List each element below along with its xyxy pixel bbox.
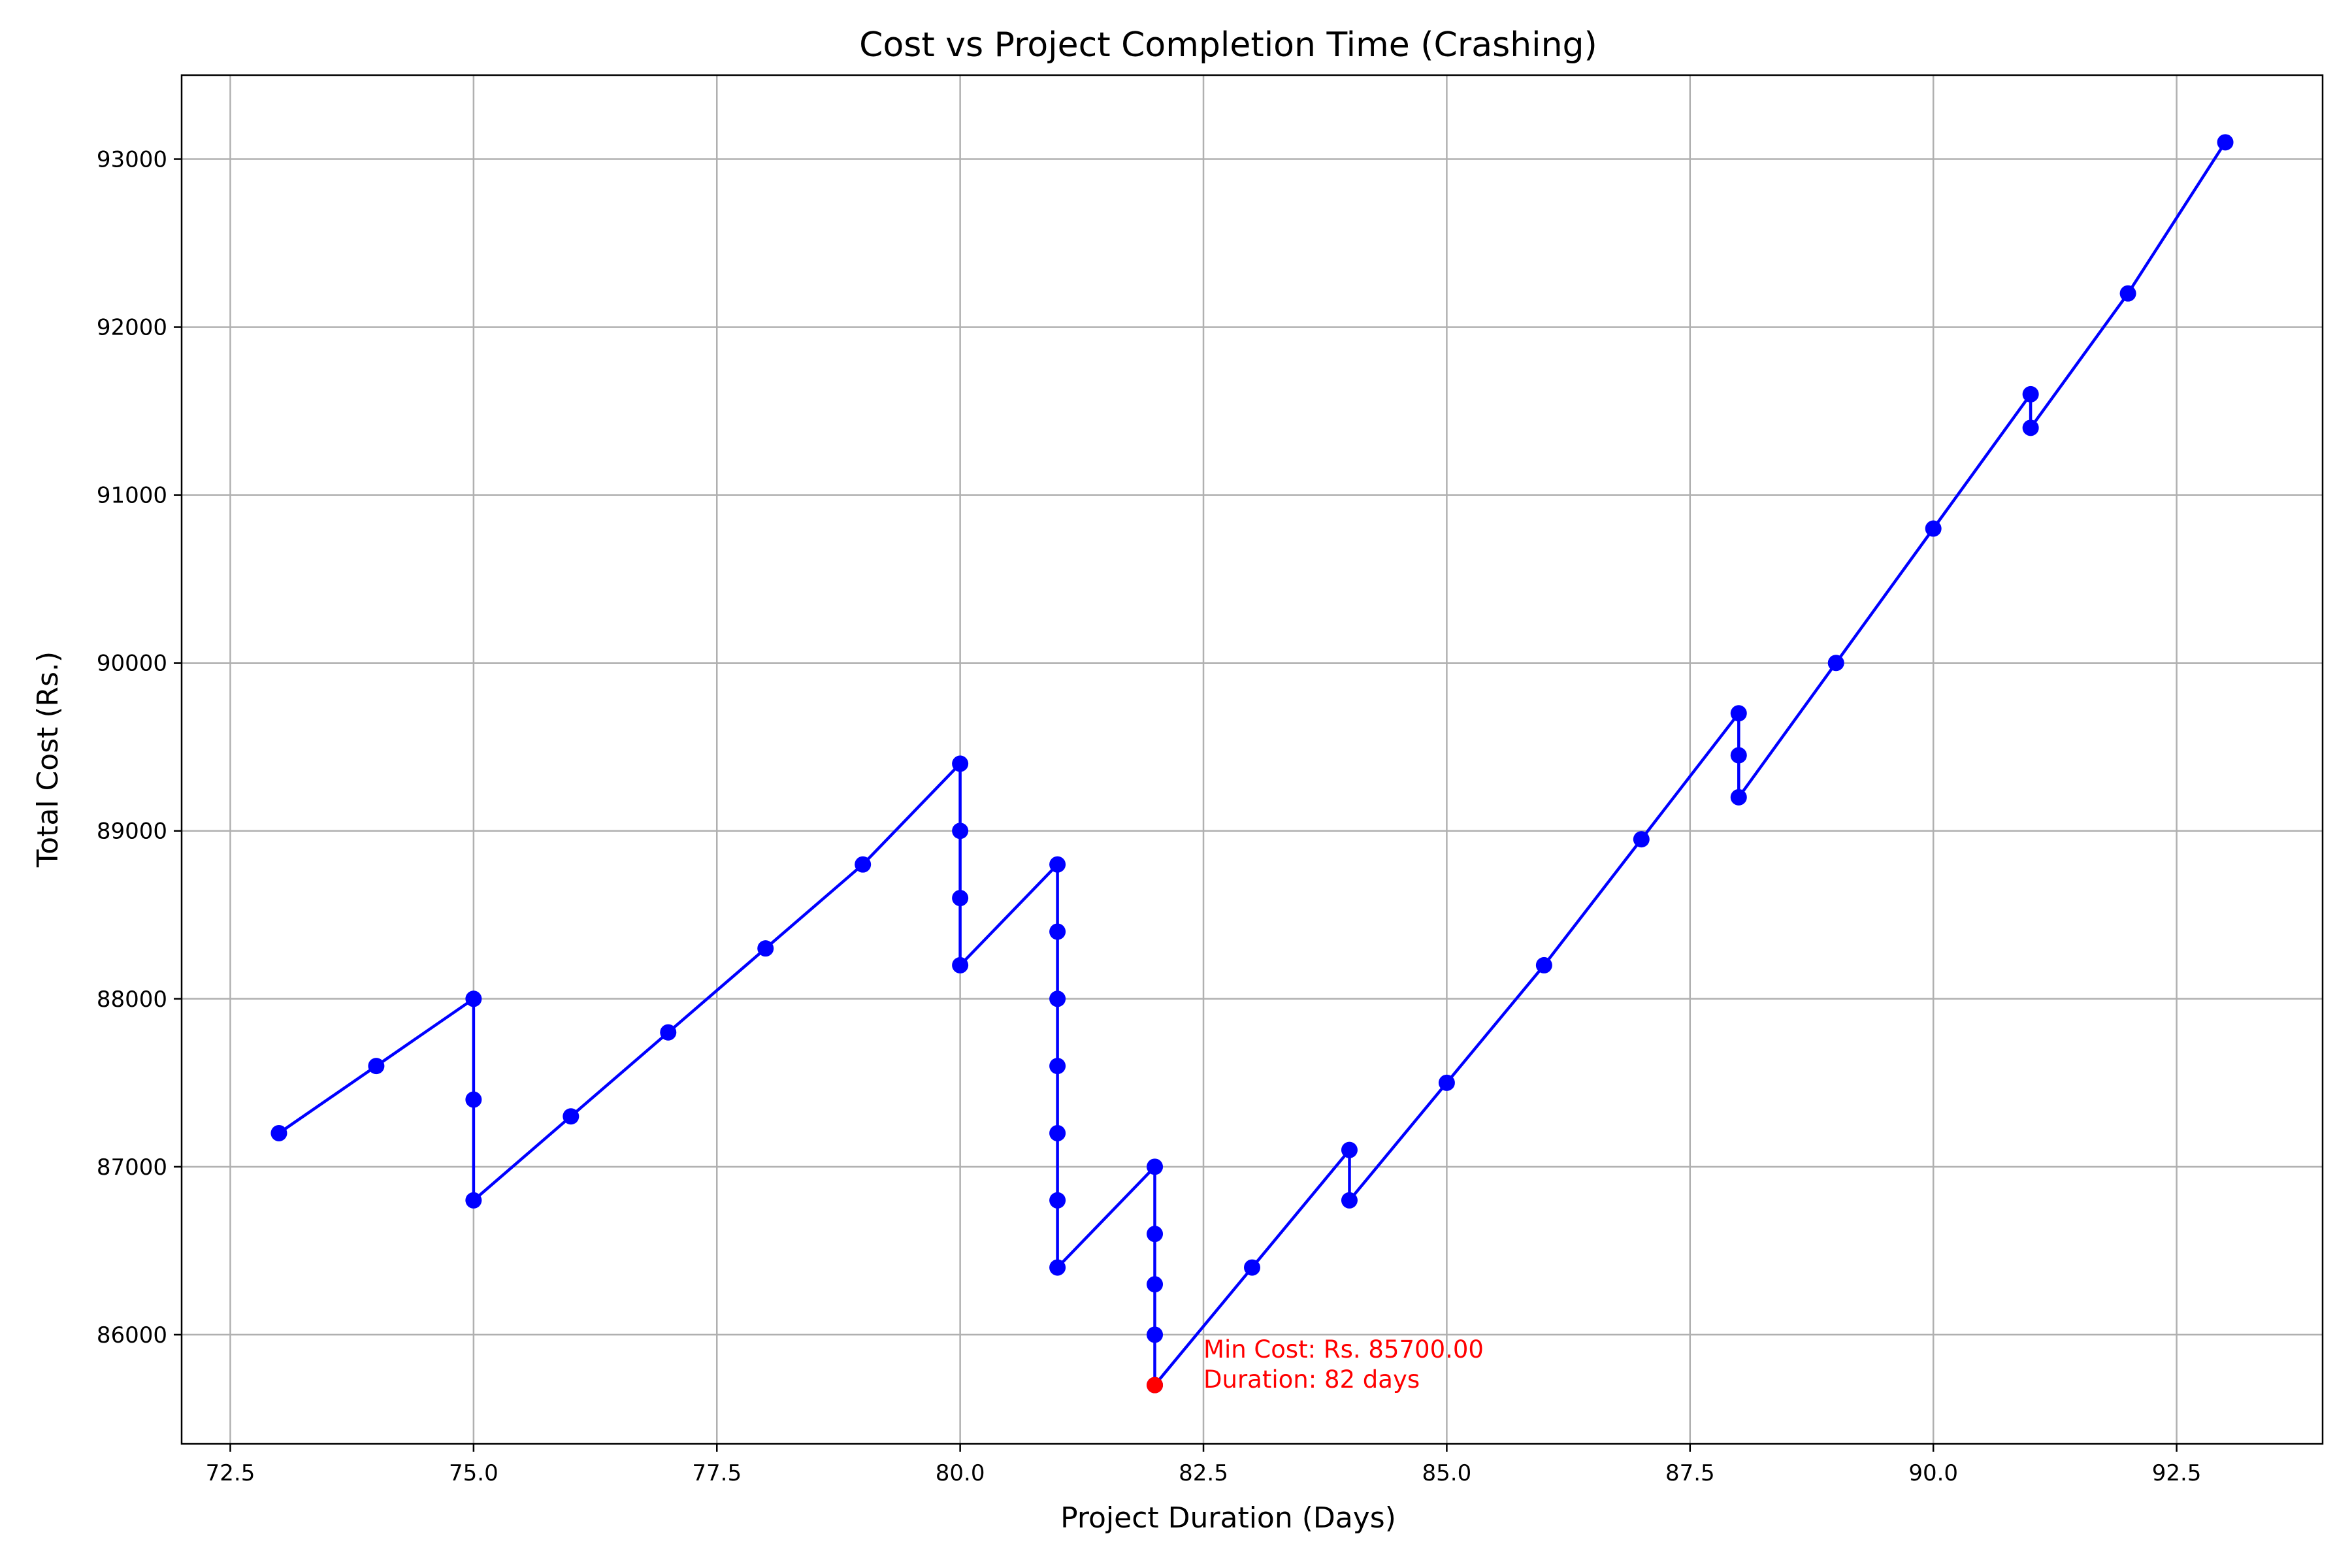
x-tick-label: 87.5 [1665,1460,1715,1486]
x-axis-title: Project Duration (Days) [1060,1501,1396,1535]
y-tick-label: 89000 [97,819,167,845]
data-point [465,990,482,1007]
data-point [1730,705,1747,722]
y-tick-label: 90000 [97,651,167,677]
y-tick-label: 93000 [97,147,167,173]
y-tick-label: 86000 [97,1322,167,1348]
x-tick-label: 72.5 [206,1460,255,1486]
data-point [952,755,969,772]
data-point [1730,789,1747,806]
y-axis-ticks: 86000 87000 88000 89000 90000 91000 92000 93000 [97,147,182,1348]
data-point [1049,856,1066,873]
chart-title: Cost vs Project Completion Time (Crashin… [859,25,1597,65]
data-point [2022,419,2039,436]
data-point [1147,1326,1164,1343]
data-point [855,856,872,873]
data-point [1244,1259,1260,1276]
data-point [563,1108,580,1125]
data-point [1633,831,1650,848]
data-point [368,1058,385,1075]
data-point [2022,385,2039,402]
data-point [1341,1192,1358,1209]
data-point [1049,1192,1066,1209]
data-point [952,823,969,840]
x-tick-label: 75.0 [449,1460,498,1486]
plot-frame [180,74,2324,1445]
data-point [1730,747,1747,764]
y-tick-label: 92000 [97,315,167,341]
data-point [1147,1158,1164,1175]
y-tick-label: 87000 [97,1154,167,1181]
data-point [465,1091,482,1108]
data-point [465,1192,482,1209]
series-line [278,141,2227,1387]
data-point [1827,655,1844,672]
y-axis-title: Total Cost (Rs.) [31,651,65,868]
data-point [1438,1074,1455,1091]
data-series [270,134,2234,1394]
data-point [270,1124,287,1141]
y-tick-label: 91000 [97,483,167,509]
x-tick-label: 92.5 [2152,1460,2202,1486]
data-point [1049,1058,1066,1075]
grid-lines [182,75,2323,1444]
x-axis-ticks: 72.5 75.0 77.5 80.0 82.5 85.0 87.5 90.0 92.5 [206,1444,2202,1486]
data-point [1535,956,1552,973]
data-point [1049,923,1066,940]
y-tick-label: 88000 [97,987,167,1013]
data-point [1925,520,1942,537]
x-tick-label: 85.0 [1422,1460,1472,1486]
data-point [1049,1259,1066,1276]
data-point [2217,134,2234,151]
data-point [1147,1276,1164,1293]
data-point [1049,990,1066,1007]
x-tick-label: 77.5 [692,1460,742,1486]
min-cost-annotation-line: Duration: 82 days [1203,1365,1420,1394]
data-point [1049,1124,1066,1141]
data-point [952,956,969,973]
data-point [1147,1226,1164,1243]
data-point [1341,1141,1358,1158]
min-cost-point [1147,1377,1164,1394]
x-tick-label: 90.0 [1908,1460,1958,1486]
data-point [2119,285,2136,302]
min-cost-annotation-line: Min Cost: Rs. 85700.00 [1203,1335,1484,1364]
data-point [660,1024,677,1041]
data-point [952,890,969,907]
data-point [757,940,774,957]
x-tick-label: 82.5 [1179,1460,1228,1486]
x-tick-label: 80.0 [936,1460,985,1486]
